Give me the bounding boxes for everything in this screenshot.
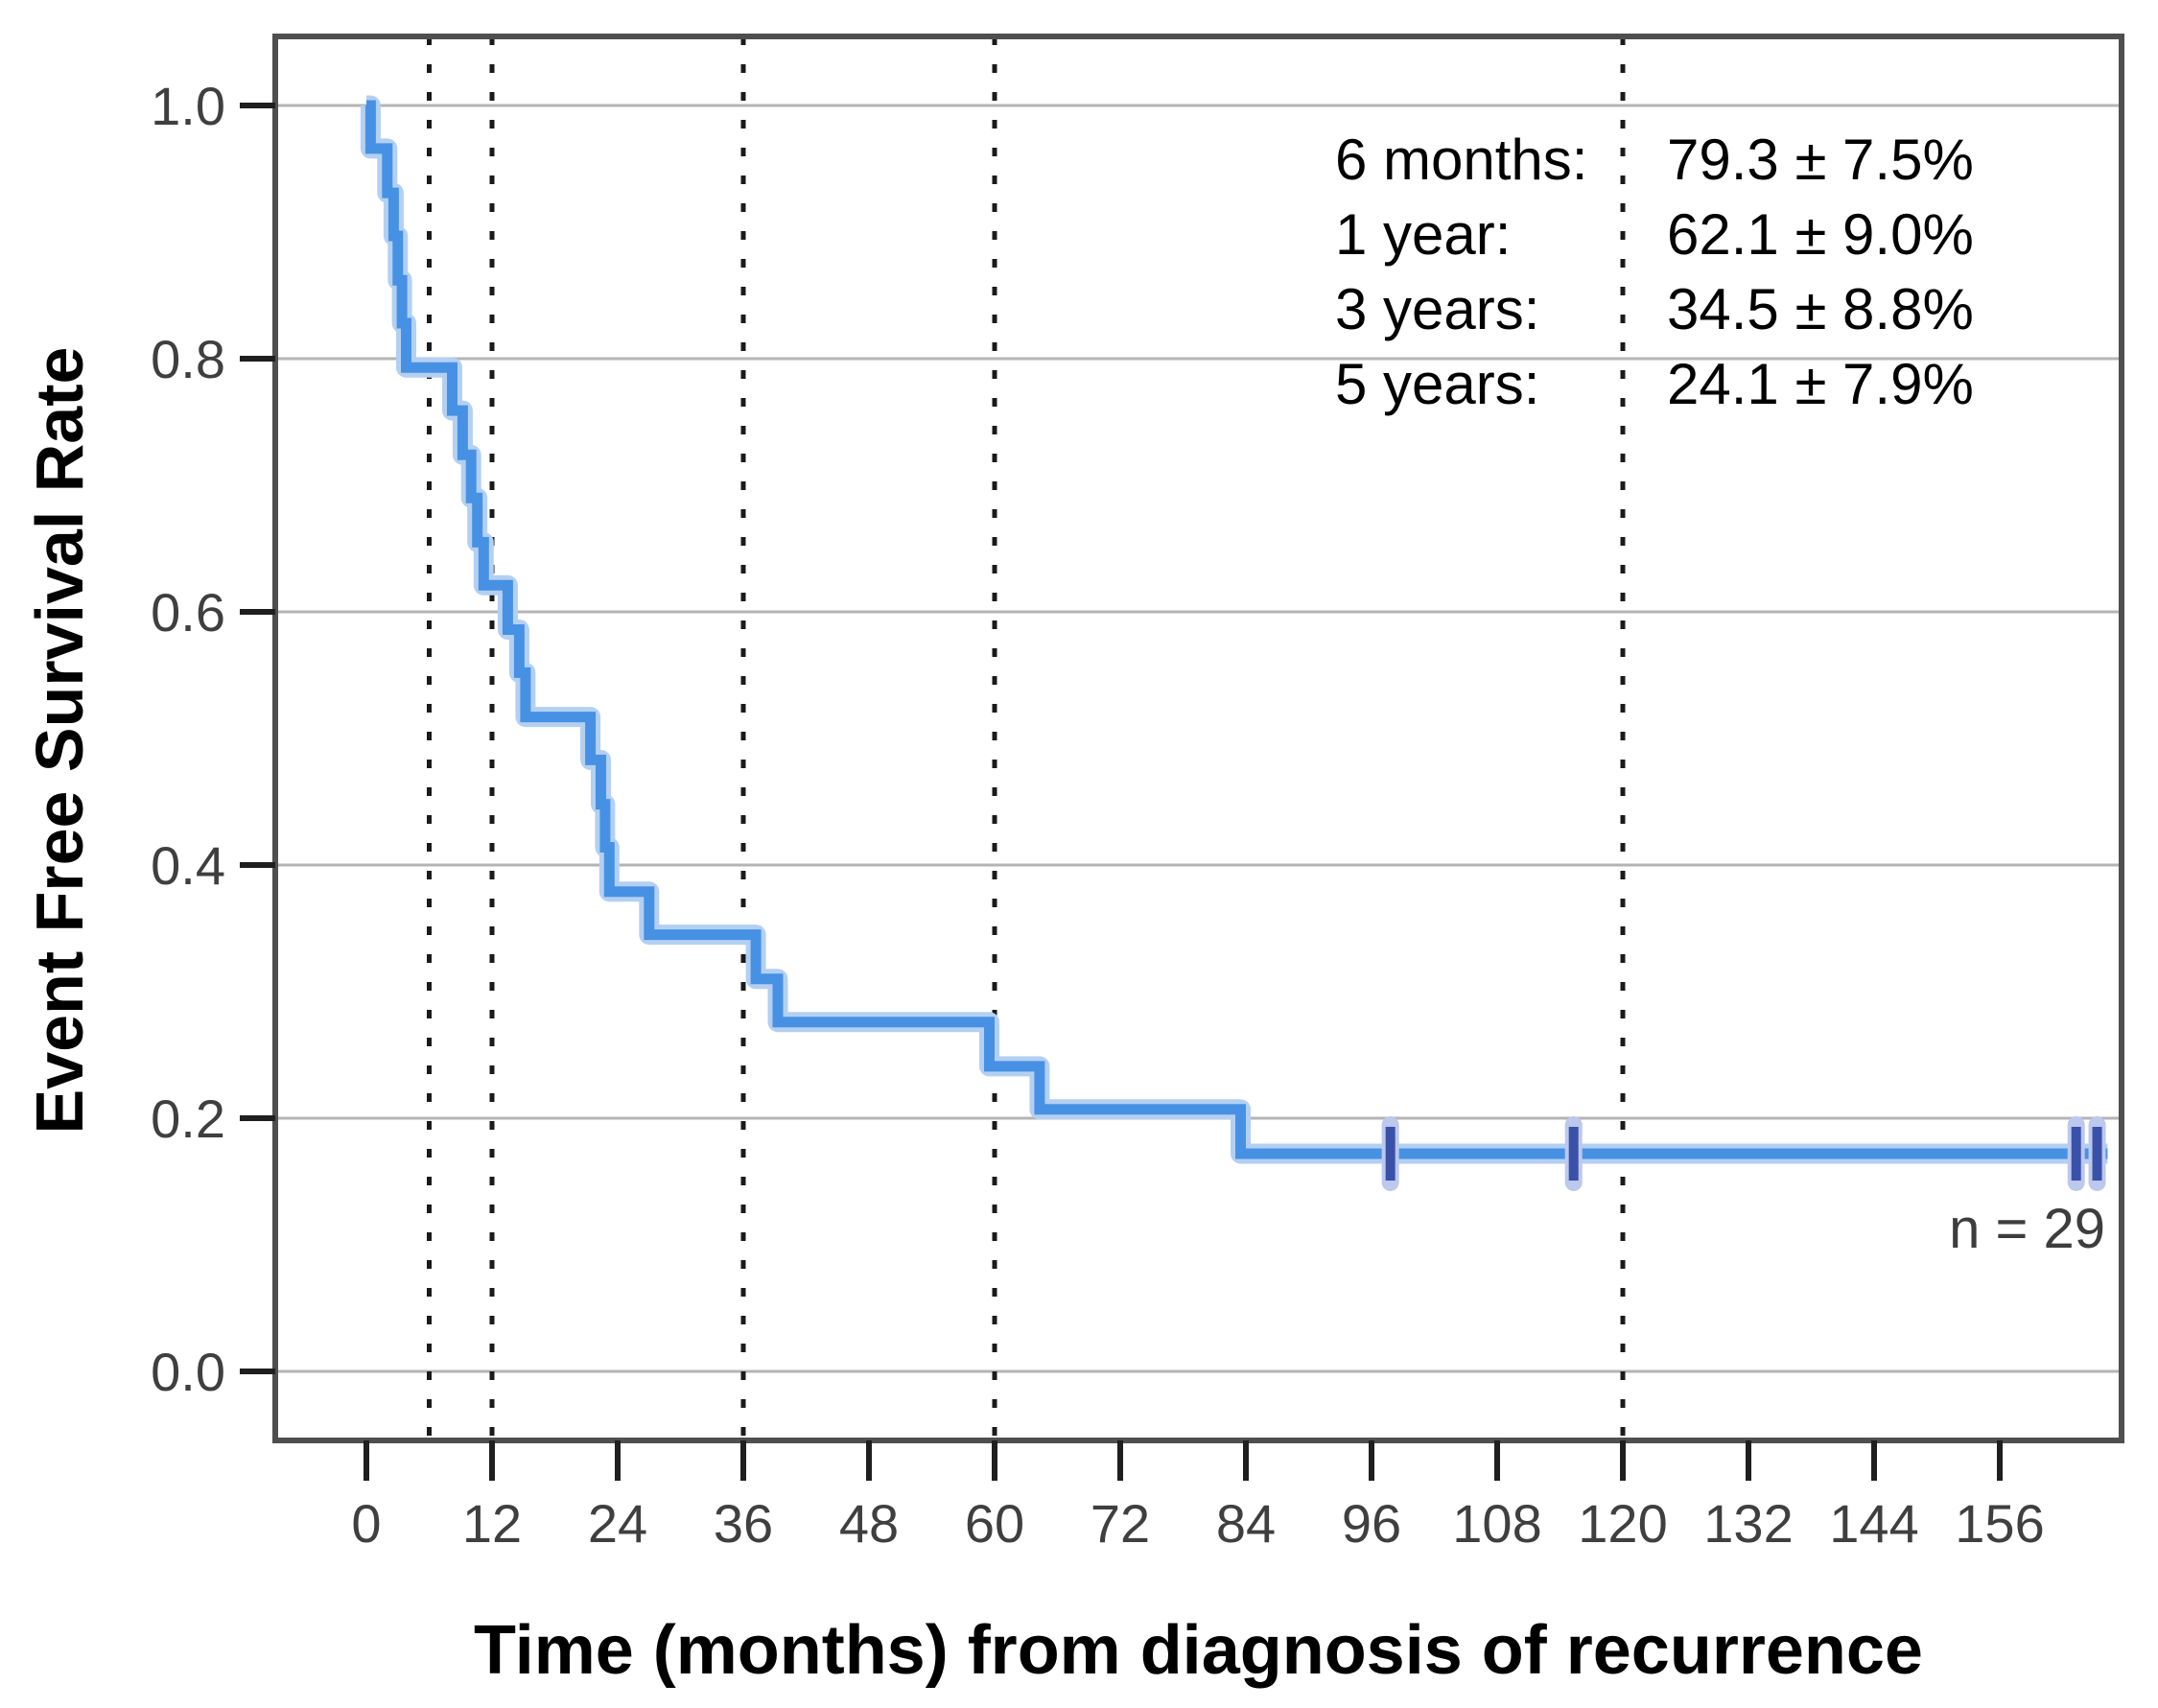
x-tick-label: 84 bbox=[1216, 1493, 1276, 1554]
x-tick-label: 60 bbox=[965, 1493, 1024, 1554]
plot-border bbox=[272, 34, 2124, 1443]
x-tick-label: 12 bbox=[462, 1493, 522, 1554]
milestone-annotation: 6 months: 79.3 ± 7.5% 1 year: 62.1 ± 9.0… bbox=[1335, 123, 1974, 422]
y-tick-label: 0.6 bbox=[151, 582, 225, 643]
annotation-value: 24.1 ± 7.9% bbox=[1667, 352, 1974, 416]
y-tick-label: 0.4 bbox=[151, 835, 225, 896]
y-axis-title: Event Free Survival Rate bbox=[22, 346, 97, 1135]
x-tick-label: 0 bbox=[351, 1493, 381, 1554]
annotation-value: 34.5 ± 8.8% bbox=[1667, 277, 1974, 341]
sample-size-label: n = 29 bbox=[1949, 1198, 2105, 1260]
annotation-row: 1 year: 62.1 ± 9.0% bbox=[1335, 198, 1974, 272]
y-tick-label: 0.0 bbox=[151, 1342, 225, 1402]
y-tick-label: 0.8 bbox=[151, 329, 225, 389]
y-tick-label: 1.0 bbox=[151, 76, 225, 136]
x-axis-title: Time (months) from diagnosis of recurren… bbox=[474, 1612, 1923, 1689]
annotation-value: 62.1 ± 9.0% bbox=[1667, 202, 1974, 267]
annotation-label: 6 months: bbox=[1335, 128, 1588, 192]
x-tick-label: 132 bbox=[1703, 1493, 1793, 1554]
x-tick-label: 36 bbox=[714, 1493, 773, 1554]
x-tick-label: 24 bbox=[588, 1493, 647, 1554]
annotation-row: 5 years: 24.1 ± 7.9% bbox=[1335, 347, 1974, 422]
annotation-label: 5 years: bbox=[1335, 352, 1540, 416]
annotation-label: 3 years: bbox=[1335, 277, 1540, 341]
x-tick-label: 120 bbox=[1578, 1493, 1667, 1554]
annotation-value: 79.3 ± 7.5% bbox=[1667, 128, 1974, 192]
y-tick-label: 0.2 bbox=[151, 1088, 225, 1149]
x-tick-label: 96 bbox=[1342, 1493, 1401, 1554]
x-tick-label: 108 bbox=[1452, 1493, 1541, 1554]
annotation-row: 6 months: 79.3 ± 7.5% bbox=[1335, 123, 1974, 198]
x-tick-label: 72 bbox=[1091, 1493, 1150, 1554]
annotation-row: 3 years: 34.5 ± 8.8% bbox=[1335, 272, 1974, 347]
annotation-label: 1 year: bbox=[1335, 202, 1512, 267]
survival-curve bbox=[364, 100, 2108, 1159]
x-tick-label: 144 bbox=[1829, 1493, 1918, 1554]
x-tick-label: 156 bbox=[1955, 1493, 2044, 1554]
x-tick-label: 48 bbox=[839, 1493, 899, 1554]
